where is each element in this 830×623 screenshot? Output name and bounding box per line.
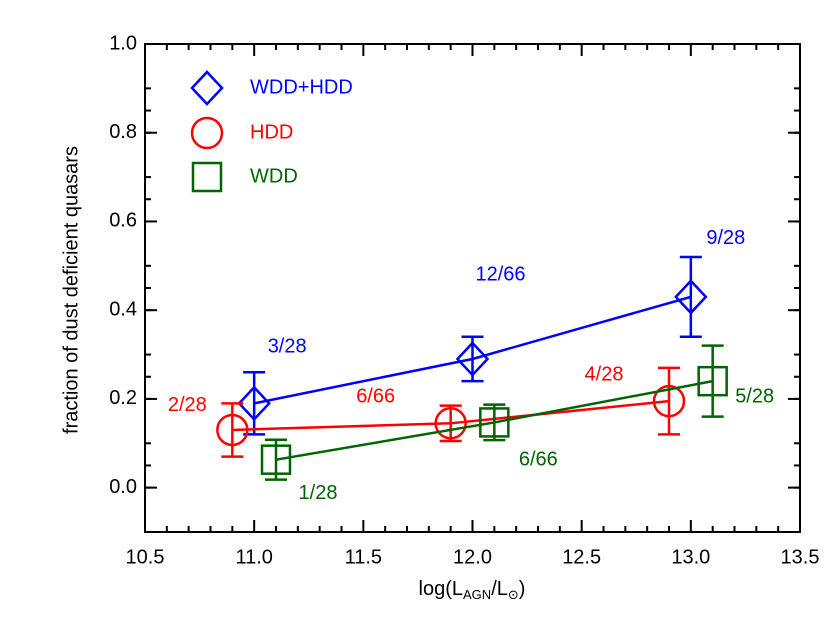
count-label: 12/66 <box>475 263 525 285</box>
x-tick-label: 12.5 <box>562 546 601 568</box>
x-label-part: log(L <box>419 578 463 600</box>
x-label-part: ) <box>519 578 526 600</box>
y-tick-label: 0.4 <box>109 298 137 320</box>
x-label-part: /L <box>491 578 508 600</box>
x-label-sub: AGN <box>463 587 491 602</box>
y-axis-label: fraction of dust deficient quasars <box>60 146 82 434</box>
legend-label: WDD+HDD <box>250 76 353 98</box>
legend-marker <box>190 116 224 150</box>
legend-marker <box>191 161 223 193</box>
x-tick-label: 13.5 <box>781 546 820 568</box>
y-tick-label: 1.0 <box>109 32 137 54</box>
legend-label: HDD <box>250 121 293 143</box>
count-label: 6/66 <box>519 449 558 471</box>
count-label: 4/28 <box>585 363 624 385</box>
data-point <box>216 413 249 447</box>
legend-marker <box>190 70 224 106</box>
count-label: 2/28 <box>168 394 207 416</box>
y-tick-label: 0.8 <box>109 121 137 143</box>
x-tick-label: 12.0 <box>453 546 492 568</box>
x-tick-label: 10.5 <box>126 546 165 568</box>
x-tick-label: 11.0 <box>235 546 272 568</box>
y-tick-label: 0.2 <box>109 387 137 409</box>
data-point <box>674 279 708 315</box>
data-point <box>697 365 728 397</box>
x-tick-label: 11.5 <box>345 546 382 568</box>
data-point <box>434 407 467 440</box>
x-tick-label: 13.0 <box>671 546 710 568</box>
data-point <box>652 384 686 418</box>
y-tick-label: 0.6 <box>109 210 137 232</box>
count-label: 6/66 <box>356 386 395 408</box>
count-label: 9/28 <box>706 227 745 249</box>
x-label-sub: ⊙ <box>508 587 519 602</box>
data-point <box>479 407 510 438</box>
data-point <box>237 385 271 422</box>
data-point <box>455 341 490 377</box>
data-point <box>260 444 292 475</box>
legend-label: WDD <box>250 165 298 187</box>
plot-frame <box>144 43 801 533</box>
count-label: 3/28 <box>268 336 307 358</box>
count-label: 5/28 <box>735 385 774 407</box>
count-label: 1/28 <box>299 482 338 504</box>
y-tick-label: 0.0 <box>109 476 137 498</box>
x-axis-label: log(LAGN/L⊙) <box>419 578 526 602</box>
